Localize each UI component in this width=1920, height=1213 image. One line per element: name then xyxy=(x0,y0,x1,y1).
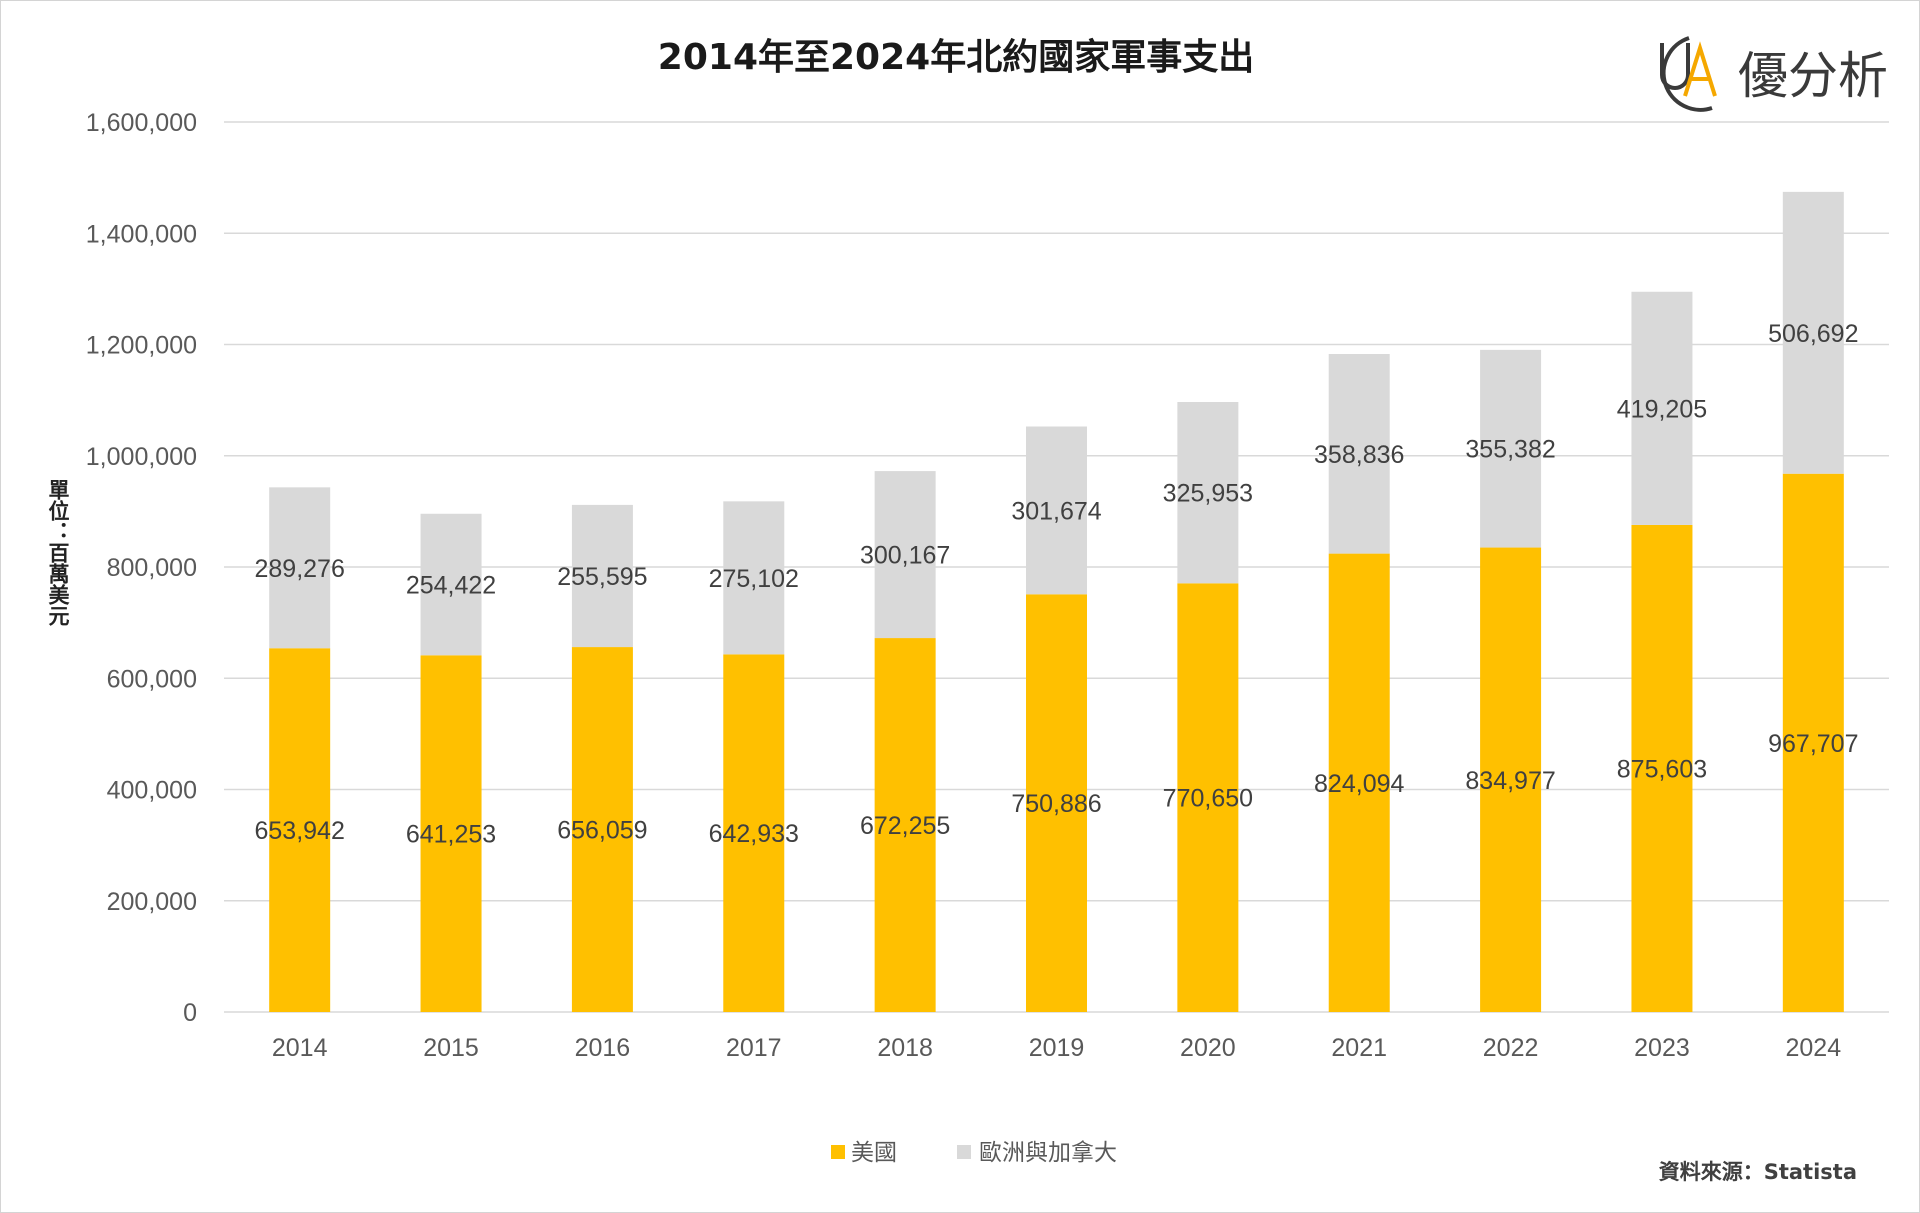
y-tick-label: 1,000,000 xyxy=(86,443,197,471)
x-tick-label: 2020 xyxy=(1180,1034,1236,1062)
data-label-us: 653,942 xyxy=(254,817,344,845)
bar-europe-canada xyxy=(1328,353,1390,554)
legend-item-us: 美國 xyxy=(831,1140,897,1166)
bar-europe-canada xyxy=(1480,349,1542,548)
data-label-us: 641,253 xyxy=(406,821,496,849)
bar-europe-canada xyxy=(723,501,785,655)
bar-us xyxy=(1631,524,1693,1012)
bar-us xyxy=(1782,473,1844,1012)
bar-europe-canada xyxy=(269,487,331,649)
source-note: 資料來源：Statista xyxy=(1659,1160,1857,1184)
x-tick-label: 2022 xyxy=(1483,1034,1539,1062)
bar-us xyxy=(420,655,482,1012)
data-label-europe-canada: 355,382 xyxy=(1465,436,1555,464)
data-label-us: 750,886 xyxy=(1011,790,1101,818)
data-label-us: 834,977 xyxy=(1465,767,1555,795)
x-tick-label: 2019 xyxy=(1029,1034,1085,1062)
x-tick-label: 2014 xyxy=(272,1034,328,1062)
legend-swatch-us xyxy=(831,1145,845,1159)
x-tick-label: 2015 xyxy=(423,1034,479,1062)
x-tick-label: 2023 xyxy=(1634,1034,1690,1062)
x-tick-label: 2016 xyxy=(575,1034,631,1062)
x-tick-label: 2018 xyxy=(877,1034,933,1062)
bar-us xyxy=(874,638,936,1012)
bar-us xyxy=(571,647,633,1012)
brand-logo: 優分析 xyxy=(1660,36,1888,112)
bar-us xyxy=(1026,594,1087,1012)
data-label-us: 770,650 xyxy=(1163,785,1253,813)
y-tick-label: 1,200,000 xyxy=(86,332,197,360)
x-tick-label: 2017 xyxy=(726,1034,782,1062)
legend-label-us: 美國 xyxy=(851,1140,897,1166)
brand-name: 優分析 xyxy=(1738,47,1888,105)
y-tick-label: 1,600,000 xyxy=(86,109,197,137)
y-axis-title: 單位：百萬美元 xyxy=(46,479,70,626)
legend: 美國 歐洲與加拿大 xyxy=(831,1139,1117,1166)
data-label-europe-canada: 419,205 xyxy=(1617,395,1707,423)
x-tick-label: 2021 xyxy=(1331,1034,1387,1062)
y-tick-label: 800,000 xyxy=(107,554,197,582)
data-label-us: 824,094 xyxy=(1314,770,1404,798)
data-label-us: 672,255 xyxy=(860,812,950,840)
y-tick-label: 1,400,000 xyxy=(86,220,197,248)
legend-item-europe: 歐洲與加拿大 xyxy=(957,1139,1117,1166)
ua-logo-icon xyxy=(1660,36,1717,112)
data-label-europe-canada: 275,102 xyxy=(709,565,799,593)
data-label-us: 875,603 xyxy=(1617,755,1707,783)
data-label-europe-canada: 255,595 xyxy=(557,563,647,591)
bar-europe-canada xyxy=(571,504,633,648)
bar-us xyxy=(723,654,785,1012)
y-tick-label: 400,000 xyxy=(107,777,197,805)
data-label-us: 967,707 xyxy=(1768,730,1858,758)
data-label-europe-canada: 300,167 xyxy=(860,542,950,570)
chart-title: 2014年至2024年北約國家軍事支出 xyxy=(658,37,1254,78)
bar-europe-canada xyxy=(1177,402,1239,584)
data-label-us: 642,933 xyxy=(709,820,799,848)
x-axis-ticks: 2014 2015 2016 2017 2018 2019 2020 2021 2022 2023… xyxy=(272,1034,1841,1062)
y-tick-label: 200,000 xyxy=(107,888,197,916)
data-label-europe-canada: 358,836 xyxy=(1314,441,1404,469)
bar-us xyxy=(1480,547,1542,1012)
data-label-europe-canada: 506,692 xyxy=(1768,320,1858,348)
data-label-europe-canada: 325,953 xyxy=(1163,480,1253,508)
y-axis-ticks: 0 200,000 400,000 600,000 800,000 1,000,000 1,… xyxy=(86,109,197,1027)
y-tick-label: 0 xyxy=(183,999,197,1027)
bar-us xyxy=(1328,553,1390,1012)
data-labels: 653,942 289,276 641,253 254,422 656,059 255,5… xyxy=(254,320,1858,849)
bars xyxy=(269,191,1844,1012)
y-tick-label: 600,000 xyxy=(107,665,197,693)
bar-europe-canada xyxy=(1782,191,1844,474)
bar-europe-canada xyxy=(1631,291,1693,525)
data-label-europe-canada: 301,674 xyxy=(1011,497,1101,525)
data-label-us: 656,059 xyxy=(557,817,647,845)
data-label-europe-canada: 289,276 xyxy=(254,555,344,583)
data-label-europe-canada: 254,422 xyxy=(406,572,496,600)
bar-europe-canada xyxy=(874,471,936,639)
bar-europe-canada xyxy=(420,513,482,656)
bar-us xyxy=(1177,583,1239,1012)
legend-swatch-europe xyxy=(957,1145,971,1159)
bar-us xyxy=(269,648,331,1012)
x-tick-label: 2024 xyxy=(1786,1034,1842,1062)
legend-label-europe: 歐洲與加拿大 xyxy=(979,1139,1117,1166)
bar-europe-canada xyxy=(1026,426,1087,595)
